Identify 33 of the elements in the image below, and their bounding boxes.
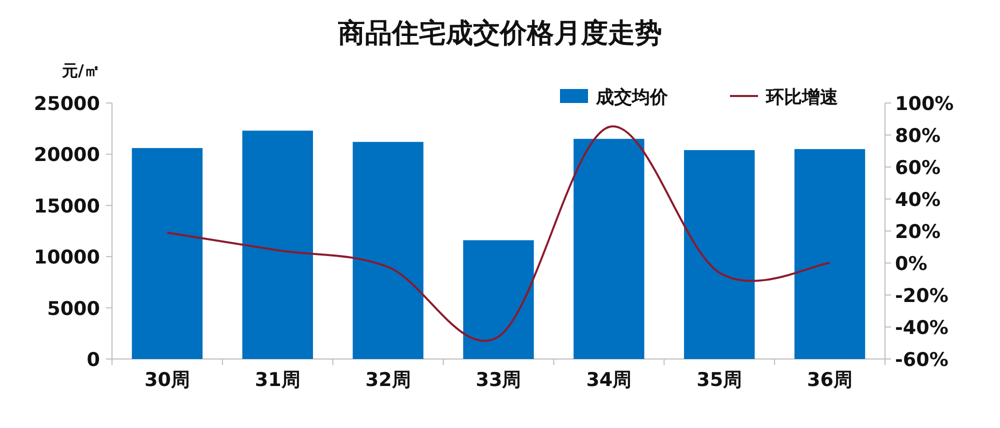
y2-tick-label: 100% <box>895 93 954 115</box>
x-tick-label: 36周 <box>807 369 853 391</box>
x-tick-label: 33周 <box>476 369 522 391</box>
y2-tick-label: -20% <box>895 285 948 307</box>
x-tick-label: 32周 <box>365 369 411 391</box>
y2-tick-label: -40% <box>895 317 948 339</box>
bar <box>132 148 203 359</box>
y-axis-title: 元/㎡ <box>61 61 100 80</box>
y-tick-label: 10000 <box>34 246 100 269</box>
x-tick-label: 31周 <box>254 369 300 391</box>
y2-tick-label: 40% <box>895 189 940 211</box>
x-tick-label: 30周 <box>144 369 190 391</box>
y2-tick-label: 80% <box>895 125 940 147</box>
chart-title: 商品住宅成交价格月度走势 <box>337 18 662 49</box>
x-tick-label: 35周 <box>696 369 742 391</box>
x-tick-label: 34周 <box>586 369 632 391</box>
y2-tick-label: -60% <box>895 349 948 371</box>
bar <box>352 142 424 359</box>
y-tick-label: 0 <box>86 349 100 371</box>
y-tick-label: 20000 <box>34 144 100 166</box>
legend-label: 成交均价 <box>595 87 669 108</box>
y-tick-label: 5000 <box>47 298 100 320</box>
bar <box>684 150 755 359</box>
legend-label: 环比增速 <box>765 87 838 108</box>
y2-tick-label: 60% <box>895 157 940 179</box>
y-tick-label: 25000 <box>34 93 100 115</box>
bar <box>794 149 866 359</box>
bar <box>574 138 644 359</box>
y2-tick-label: 0% <box>895 253 928 275</box>
bar <box>463 240 534 359</box>
y-tick-label: 15000 <box>34 195 100 218</box>
bar <box>242 130 313 359</box>
y2-tick-label: 20% <box>895 221 940 243</box>
